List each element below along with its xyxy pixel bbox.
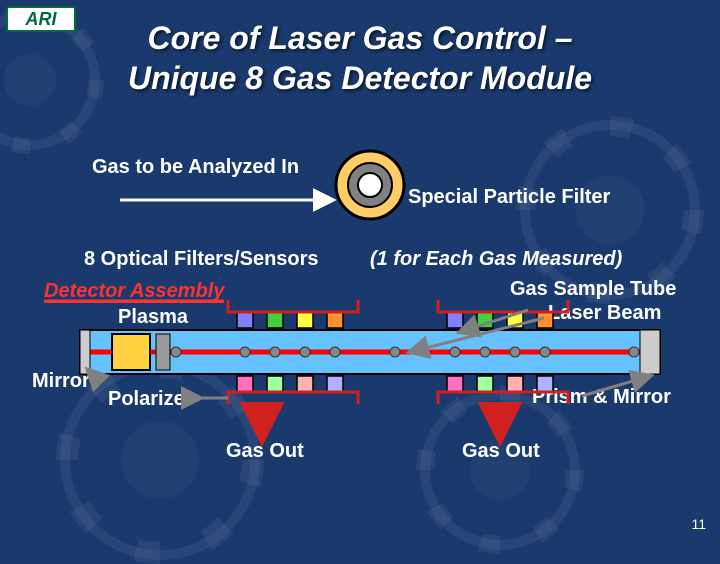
prism-mirror — [640, 330, 660, 374]
mirror-left — [80, 330, 90, 374]
filters-top — [237, 312, 553, 328]
slide-number: 11 — [691, 516, 706, 532]
filters-bottom — [237, 376, 553, 392]
polarizer — [156, 334, 170, 370]
arrow-prism — [582, 376, 650, 396]
plasma-cell — [112, 334, 150, 370]
detector-diagram — [0, 0, 720, 540]
particle-filter-inner — [358, 173, 382, 197]
